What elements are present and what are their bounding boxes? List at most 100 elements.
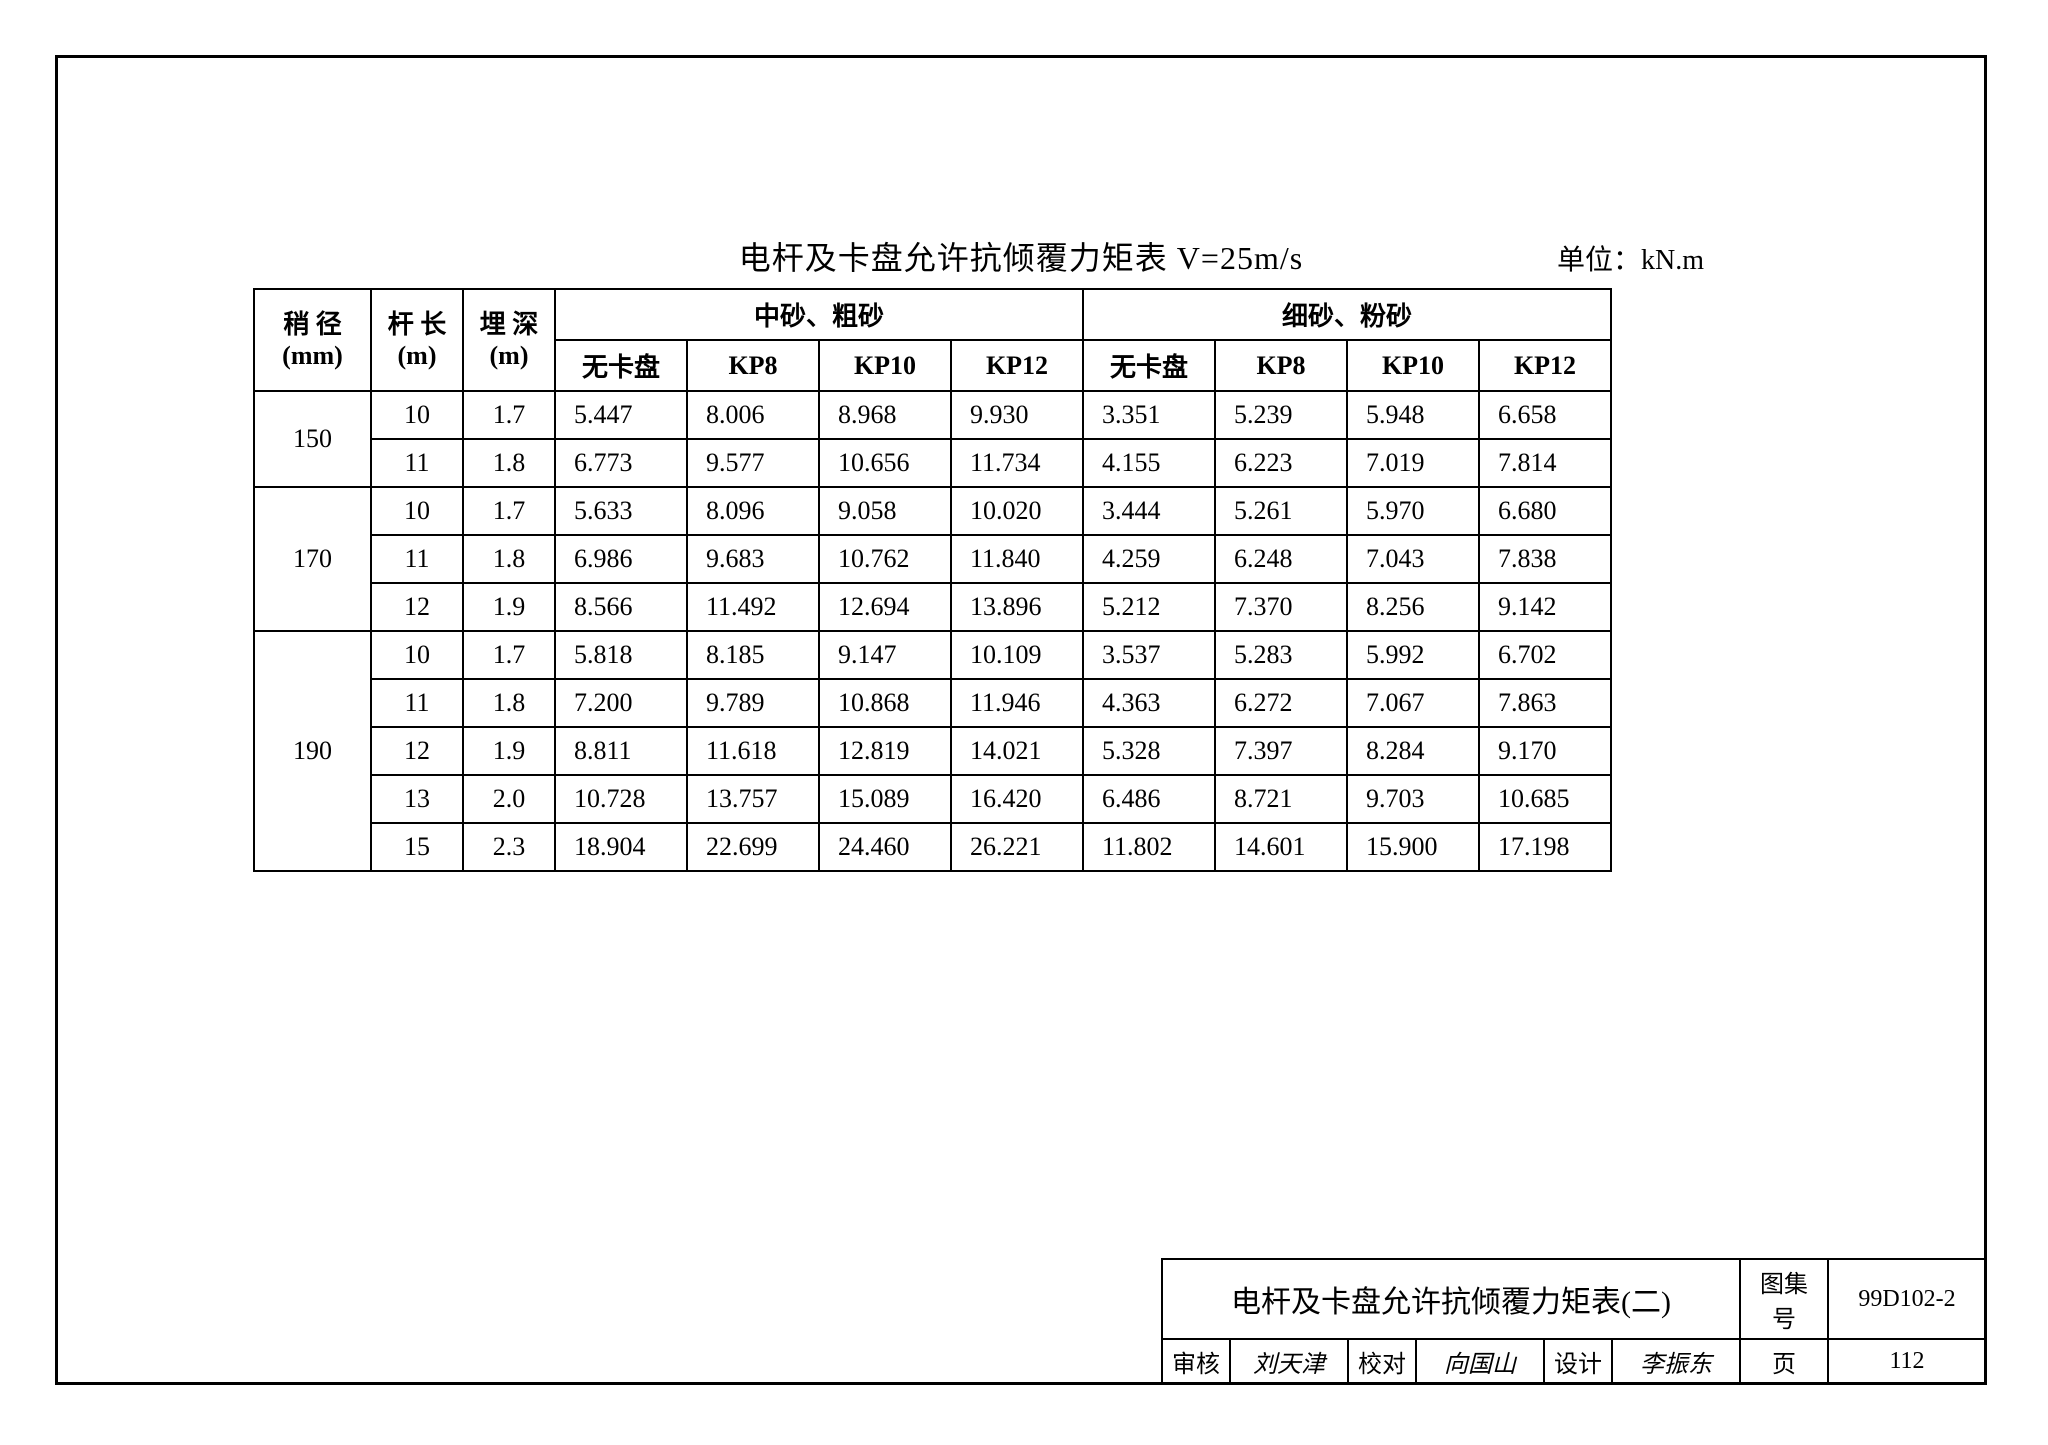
cell-value: 5.818 xyxy=(555,631,687,679)
cell-value: 7.043 xyxy=(1347,535,1479,583)
cell-value: 7.838 xyxy=(1479,535,1611,583)
cell-value: 5.283 xyxy=(1215,631,1347,679)
cell-value: 6.272 xyxy=(1215,679,1347,727)
moment-table: 稍 径 (mm) 杆 长 (m) 埋 深 (m) 中砂、粗砂 细砂、粉砂 无卡盘… xyxy=(253,288,1612,872)
hdr-shaojing-l2: (mm) xyxy=(265,341,360,371)
table-row: 121.98.81111.61812.81914.0215.3287.3978.… xyxy=(254,727,1611,775)
cell-value: 26.221 xyxy=(951,823,1083,871)
cell-ganchang: 11 xyxy=(371,535,463,583)
sheji-sig: 李振东 xyxy=(1612,1339,1740,1384)
hdr-g2-wkp: 无卡盘 xyxy=(1083,340,1215,391)
cell-value: 10.728 xyxy=(555,775,687,823)
cell-maishen: 2.3 xyxy=(463,823,555,871)
cell-maishen: 1.7 xyxy=(463,391,555,439)
hdr-g1-kp12: KP12 xyxy=(951,340,1083,391)
hdr-g2-kp10: KP10 xyxy=(1347,340,1479,391)
cell-value: 6.223 xyxy=(1215,439,1347,487)
hdr-g1-kp10: KP10 xyxy=(819,340,951,391)
cell-value: 6.702 xyxy=(1479,631,1611,679)
tuji-value: 99D102-2 xyxy=(1828,1259,1986,1339)
hdr-g2-kp12: KP12 xyxy=(1479,340,1611,391)
cell-value: 13.757 xyxy=(687,775,819,823)
table-row: 132.010.72813.75715.08916.4206.4868.7219… xyxy=(254,775,1611,823)
cell-value: 24.460 xyxy=(819,823,951,871)
cell-value: 10.656 xyxy=(819,439,951,487)
cell-value: 8.256 xyxy=(1347,583,1479,631)
titleblock-row-2: 审核 刘天津 校对 向国山 设计 李振东 页 112 xyxy=(1162,1339,1986,1384)
cell-value: 7.814 xyxy=(1479,439,1611,487)
unit-label: 单位：kN.m xyxy=(1557,238,1704,278)
drawing-frame: 电杆及卡盘允许抗倾覆力矩表 V=25m/s 单位：kN.m 稍 径 (mm) 杆… xyxy=(55,55,1987,1385)
cell-value: 11.492 xyxy=(687,583,819,631)
cell-value: 8.566 xyxy=(555,583,687,631)
cell-value: 10.109 xyxy=(951,631,1083,679)
table-row: 152.318.90422.69924.46026.22111.80214.60… xyxy=(254,823,1611,871)
cell-value: 12.694 xyxy=(819,583,951,631)
hdr-g1-wkp: 无卡盘 xyxy=(555,340,687,391)
cell-value: 6.773 xyxy=(555,439,687,487)
cell-value: 6.658 xyxy=(1479,391,1611,439)
cell-value: 11.618 xyxy=(687,727,819,775)
cell-value: 15.089 xyxy=(819,775,951,823)
cell-value: 7.067 xyxy=(1347,679,1479,727)
page-value: 112 xyxy=(1828,1339,1986,1384)
cell-value: 14.601 xyxy=(1215,823,1347,871)
cell-value: 10.685 xyxy=(1479,775,1611,823)
cell-value: 6.986 xyxy=(555,535,687,583)
cell-value: 10.868 xyxy=(819,679,951,727)
cell-value: 5.992 xyxy=(1347,631,1479,679)
cell-maishen: 1.8 xyxy=(463,439,555,487)
cell-value: 22.699 xyxy=(687,823,819,871)
cell-value: 5.948 xyxy=(1347,391,1479,439)
cell-value: 5.212 xyxy=(1083,583,1215,631)
cell-value: 7.397 xyxy=(1215,727,1347,775)
table-row: 111.86.7739.57710.65611.7344.1556.2237.0… xyxy=(254,439,1611,487)
cell-shaojing: 170 xyxy=(254,487,371,631)
hdr-g2-kp8: KP8 xyxy=(1215,340,1347,391)
shenhe-label: 审核 xyxy=(1162,1339,1230,1384)
cell-value: 9.058 xyxy=(819,487,951,535)
cell-value: 9.703 xyxy=(1347,775,1479,823)
cell-value: 3.351 xyxy=(1083,391,1215,439)
table-header-row-1: 稍 径 (mm) 杆 长 (m) 埋 深 (m) 中砂、粗砂 细砂、粉砂 xyxy=(254,289,1611,340)
table-row: 121.98.56611.49212.69413.8965.2127.3708.… xyxy=(254,583,1611,631)
cell-shaojing: 190 xyxy=(254,631,371,871)
hdr-ganchang-l2: (m) xyxy=(382,341,452,371)
cell-value: 3.444 xyxy=(1083,487,1215,535)
cell-value: 9.789 xyxy=(687,679,819,727)
page-label: 页 xyxy=(1740,1339,1828,1384)
table-row: 111.87.2009.78910.86811.9464.3636.2727.0… xyxy=(254,679,1611,727)
cell-maishen: 1.8 xyxy=(463,679,555,727)
cell-value: 17.198 xyxy=(1479,823,1611,871)
cell-maishen: 2.0 xyxy=(463,775,555,823)
cell-value: 8.284 xyxy=(1347,727,1479,775)
cell-value: 6.486 xyxy=(1083,775,1215,823)
cell-ganchang: 10 xyxy=(371,391,463,439)
cell-value: 4.155 xyxy=(1083,439,1215,487)
cell-shaojing: 150 xyxy=(254,391,371,487)
cell-value: 8.006 xyxy=(687,391,819,439)
cell-ganchang: 11 xyxy=(371,439,463,487)
cell-value: 6.680 xyxy=(1479,487,1611,535)
cell-value: 8.968 xyxy=(819,391,951,439)
cell-maishen: 1.9 xyxy=(463,583,555,631)
hdr-maishen-l2: (m) xyxy=(474,341,544,371)
cell-value: 5.261 xyxy=(1215,487,1347,535)
hdr-ganchang-l1: 杆 长 xyxy=(382,309,452,340)
jiaodui-label: 校对 xyxy=(1348,1339,1416,1384)
cell-ganchang: 10 xyxy=(371,631,463,679)
cell-ganchang: 10 xyxy=(371,487,463,535)
sheet-title: 电杆及卡盘允许抗倾覆力矩表(二) xyxy=(1162,1259,1740,1339)
cell-value: 5.239 xyxy=(1215,391,1347,439)
table-row: 190101.75.8188.1859.14710.1093.5375.2835… xyxy=(254,631,1611,679)
cell-value: 7.200 xyxy=(555,679,687,727)
cell-value: 4.363 xyxy=(1083,679,1215,727)
sheji-label: 设计 xyxy=(1544,1339,1612,1384)
cell-value: 7.370 xyxy=(1215,583,1347,631)
cell-maishen: 1.7 xyxy=(463,487,555,535)
cell-value: 7.863 xyxy=(1479,679,1611,727)
cell-value: 9.147 xyxy=(819,631,951,679)
cell-value: 11.840 xyxy=(951,535,1083,583)
cell-value: 10.762 xyxy=(819,535,951,583)
cell-value: 8.721 xyxy=(1215,775,1347,823)
